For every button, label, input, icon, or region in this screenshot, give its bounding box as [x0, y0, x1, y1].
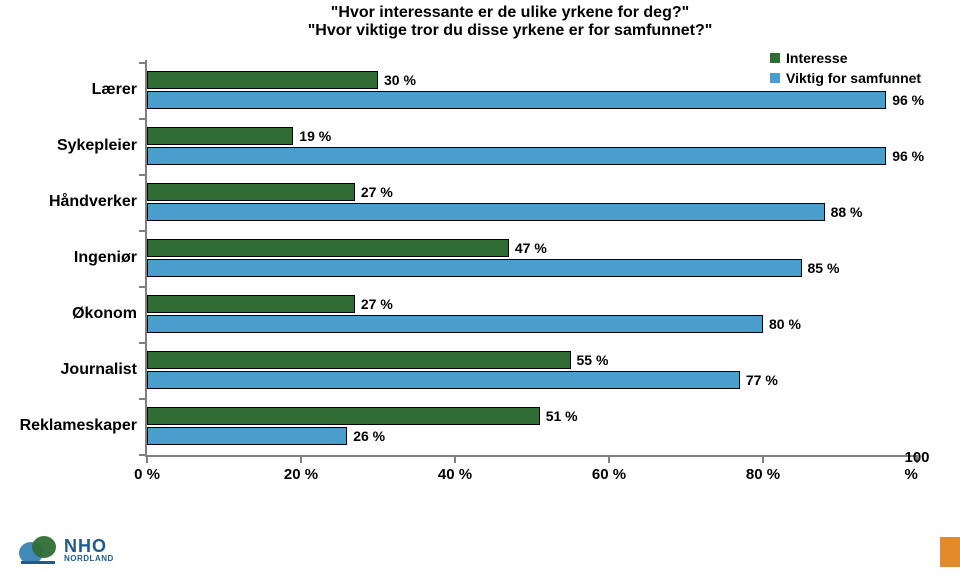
- y-tick: [139, 342, 147, 344]
- bar-value-label: 77 %: [746, 372, 778, 388]
- x-tick: [300, 455, 302, 463]
- category-label: Reklameskaper: [7, 417, 137, 435]
- chart-container: "Hvor interessante er de ulike yrkene fo…: [0, 0, 960, 500]
- y-tick: [139, 398, 147, 400]
- bar-interesse: [147, 351, 571, 369]
- bar-viktig: [147, 147, 886, 165]
- plot-area: 0 %20 %40 %60 %80 %100 %Lærer30 %96 %Syk…: [145, 60, 917, 457]
- x-tick-label: 80 %: [746, 466, 780, 483]
- corner-accent: [940, 537, 960, 567]
- bar-value-label: 30 %: [384, 72, 416, 88]
- bar-value-label: 27 %: [361, 296, 393, 312]
- bar-viktig: [147, 203, 825, 221]
- logo-text: NHO NORDLAND: [64, 537, 114, 563]
- y-tick: [139, 230, 147, 232]
- bar-value-label: 27 %: [361, 184, 393, 200]
- title-line-2: "Hvor viktige tror du disse yrkene er fo…: [260, 22, 760, 40]
- logo-sub: NORDLAND: [64, 555, 114, 563]
- title-line-1: "Hvor interessante er de ulike yrkene fo…: [260, 4, 760, 22]
- category-label: Journalist: [7, 361, 137, 379]
- bar-viktig: [147, 259, 802, 277]
- x-tick-label: 100 %: [904, 449, 929, 483]
- bar-value-label: 26 %: [353, 428, 385, 444]
- chart-title: "Hvor interessante er de ulike yrkene fo…: [260, 4, 760, 40]
- bar-viktig: [147, 315, 763, 333]
- bar-viktig: [147, 91, 886, 109]
- bar-value-label: 47 %: [515, 240, 547, 256]
- y-tick: [139, 62, 147, 64]
- bar-value-label: 96 %: [892, 92, 924, 108]
- bar-value-label: 55 %: [577, 352, 609, 368]
- bar-interesse: [147, 407, 540, 425]
- bar-value-label: 96 %: [892, 148, 924, 164]
- bar-viktig: [147, 371, 740, 389]
- x-tick: [454, 455, 456, 463]
- bar-value-label: 51 %: [546, 408, 578, 424]
- bar-interesse: [147, 239, 509, 257]
- x-tick: [146, 455, 148, 463]
- bar-value-label: 80 %: [769, 316, 801, 332]
- y-tick: [139, 286, 147, 288]
- category-label: Sykepleier: [7, 137, 137, 155]
- x-tick: [762, 455, 764, 463]
- x-tick: [608, 455, 610, 463]
- y-tick: [139, 454, 147, 456]
- category-label: Økonom: [7, 305, 137, 323]
- bar-value-label: 88 %: [831, 204, 863, 220]
- logo-main: NHO: [64, 537, 114, 555]
- y-tick: [139, 118, 147, 120]
- category-label: Håndverker: [7, 193, 137, 211]
- bar-interesse: [147, 71, 378, 89]
- x-tick-label: 60 %: [592, 466, 626, 483]
- category-label: Ingeniør: [7, 249, 137, 267]
- x-tick-label: 0 %: [134, 466, 160, 483]
- bar-value-label: 85 %: [808, 260, 840, 276]
- nho-logo: NHO NORDLAND: [18, 533, 114, 567]
- bar-interesse: [147, 295, 355, 313]
- x-tick-label: 20 %: [284, 466, 318, 483]
- x-tick-label: 40 %: [438, 466, 472, 483]
- y-tick: [139, 174, 147, 176]
- bar-viktig: [147, 427, 347, 445]
- category-label: Lærer: [7, 81, 137, 99]
- bar-interesse: [147, 183, 355, 201]
- logo-icon: [18, 533, 58, 567]
- bar-value-label: 19 %: [299, 128, 331, 144]
- bar-interesse: [147, 127, 293, 145]
